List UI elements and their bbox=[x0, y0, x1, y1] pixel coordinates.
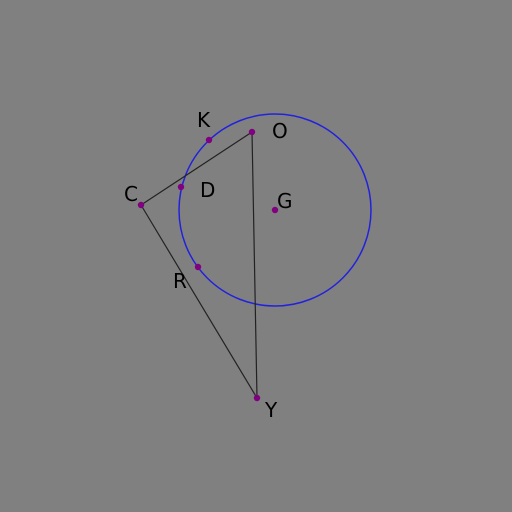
segment-oy bbox=[251, 131, 258, 399]
label-k: K bbox=[197, 108, 211, 132]
point-d bbox=[177, 183, 185, 191]
label-g: G bbox=[277, 189, 293, 213]
point-o bbox=[248, 128, 256, 136]
point-r bbox=[194, 263, 202, 271]
label-o: O bbox=[272, 119, 288, 143]
point-k bbox=[205, 136, 213, 144]
point-c bbox=[137, 201, 145, 209]
point-y bbox=[253, 394, 261, 402]
label-y: Y bbox=[264, 398, 278, 422]
label-d: D bbox=[200, 178, 215, 202]
segment-yc bbox=[140, 204, 258, 399]
point-g bbox=[271, 206, 279, 214]
circle-g bbox=[178, 113, 372, 307]
label-c: C bbox=[124, 182, 138, 206]
label-r: R bbox=[173, 269, 187, 293]
segment-co bbox=[140, 131, 253, 206]
